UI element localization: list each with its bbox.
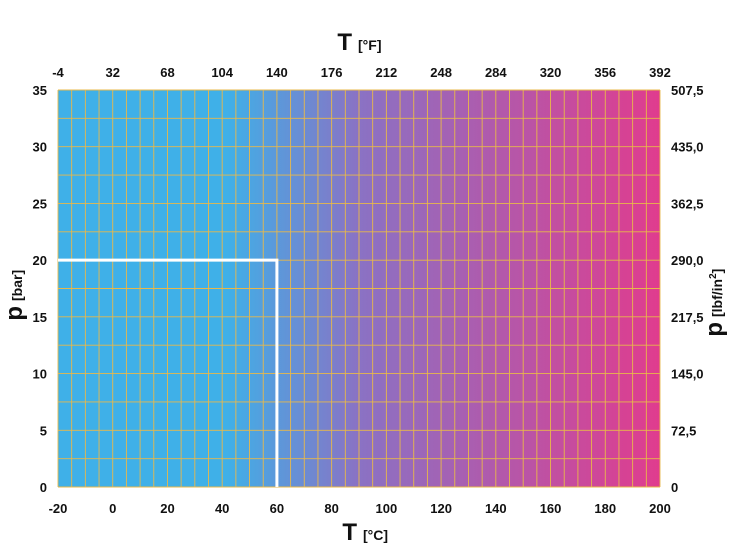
x-top-tick-label: 284	[485, 65, 507, 80]
x-bottom-tick-label: 0	[109, 501, 116, 516]
y-left-tick-label: 25	[33, 196, 47, 211]
top-axis-unit: [°F]	[358, 37, 381, 53]
tick-labels: -20 0 20 40 60 80 100 120 140 160 180 200-4 32 68 104 1…	[33, 65, 704, 516]
x-bottom-tick-label: 120	[430, 501, 452, 516]
y-left-tick-label: 35	[33, 83, 47, 98]
top-axis-title: T	[337, 29, 352, 56]
x-top-tick-label: 248	[430, 65, 452, 80]
left-axis-title: p	[1, 306, 28, 321]
x-bottom-tick-label: 80	[324, 501, 338, 516]
x-bottom-tick-label: 180	[594, 501, 616, 516]
left-axis-unit: [bar]	[9, 270, 25, 301]
y-right-tick-label: 507,5	[671, 83, 704, 98]
right-axis-unit: [lbf/in2]	[708, 269, 725, 317]
x-bottom-tick-label: 200	[649, 501, 671, 516]
right-axis-title: p	[701, 322, 728, 337]
x-bottom-tick-label: 140	[485, 501, 507, 516]
x-top-tick-label: 140	[266, 65, 288, 80]
x-bottom-tick-label: 20	[160, 501, 174, 516]
y-left-tick-label: 10	[33, 367, 47, 382]
x-top-tick-label: 32	[105, 65, 119, 80]
x-bottom-tick-label: 40	[215, 501, 229, 516]
y-right-tick-label: 145,0	[671, 367, 704, 382]
y-right-tick-label: 362,5	[671, 196, 704, 211]
x-top-tick-label: 212	[376, 65, 398, 80]
x-top-tick-label: -4	[52, 65, 64, 80]
bottom-axis-unit: [°C]	[363, 527, 388, 543]
right-axis-unit-superscript: 2	[708, 273, 719, 279]
y-left-tick-label: 0	[40, 480, 47, 495]
y-right-tick-label: 435,0	[671, 140, 704, 155]
x-top-tick-label: 392	[649, 65, 671, 80]
y-right-tick-label: 0	[671, 480, 678, 495]
y-left-tick-label: 5	[40, 423, 47, 438]
x-top-tick-label: 320	[540, 65, 562, 80]
y-right-tick-label: 290,0	[671, 253, 704, 268]
x-bottom-tick-label: 100	[376, 501, 398, 516]
right-axis-unit-close: ]	[709, 269, 725, 274]
y-right-tick-label: 72,5	[671, 423, 696, 438]
x-top-tick-label: 104	[211, 65, 233, 80]
x-bottom-tick-label: 60	[270, 501, 284, 516]
y-left-tick-label: 30	[33, 140, 47, 155]
x-bottom-tick-label: -20	[49, 501, 68, 516]
y-left-tick-label: 15	[33, 310, 47, 325]
right-axis-unit-main: [lbf/in	[709, 279, 725, 317]
grid	[57, 89, 661, 488]
x-top-tick-label: 356	[594, 65, 616, 80]
x-top-tick-label: 68	[160, 65, 174, 80]
y-right-tick-label: 217,5	[671, 310, 704, 325]
operating-limit-line	[58, 258, 279, 487]
y-left-tick-label: 20	[33, 253, 47, 268]
x-bottom-tick-label: 160	[540, 501, 562, 516]
x-top-tick-label: 176	[321, 65, 343, 80]
bottom-axis-title: T	[342, 519, 357, 546]
